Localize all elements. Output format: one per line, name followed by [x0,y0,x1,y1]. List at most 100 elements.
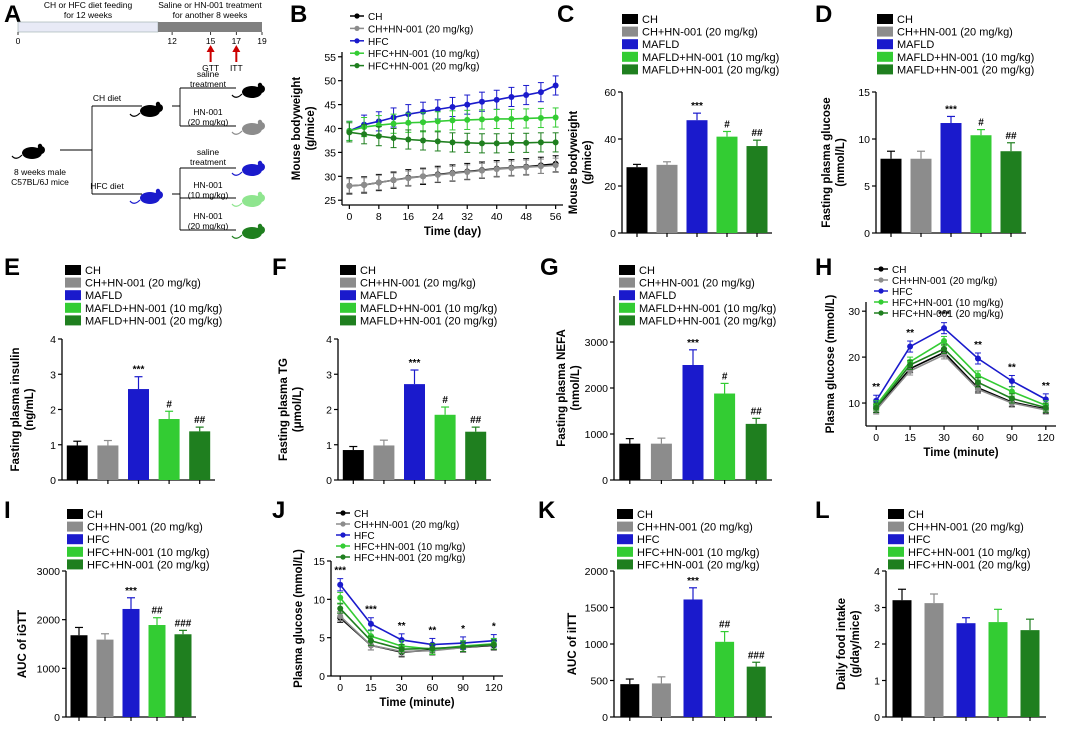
bar [342,450,364,480]
legend-entry: CH [637,509,653,521]
data-point [523,164,530,171]
significance-mark: *** [687,338,699,349]
label: treatment [190,79,227,89]
data-point [367,637,374,644]
legend-entry: CH [368,12,382,23]
significance-mark: *** [365,605,377,616]
label: (10 mg/kg) [188,190,229,200]
data-point [1042,404,1049,411]
legend-entry: MAFLD [85,290,122,302]
x-tick-label: 15 [365,682,377,694]
y-tick-label: 1500 [585,603,609,615]
tree-branch [60,105,142,195]
significance-mark: # [724,119,730,130]
y-tick-label: 2000 [585,383,609,395]
data-point [361,181,368,188]
y-tick-label: 3000 [585,337,609,349]
legend-swatch [622,51,638,62]
data-point [974,386,981,393]
y-tick-label: 0 [602,475,608,487]
data-point [493,140,500,147]
significance-mark: # [442,395,448,406]
mouse-head [257,226,265,234]
legend-entry: HFC+HN-001 (10 mg/kg) [637,547,760,559]
legend-entry: CH [354,509,368,520]
mouse-ear [155,101,161,107]
data-point [493,166,500,173]
significance-mark: * [461,624,465,635]
y-axis-label-line: Fasting plasma glucose [821,97,833,227]
legend-marker [340,554,346,560]
panel-letter: G [540,254,559,281]
schedule-tick-label: 0 [16,36,21,46]
legend-entry: HFC [908,534,931,546]
legend-marker [340,510,346,516]
data-point [1008,395,1015,402]
y-tick-label: 2 [50,405,56,417]
data-point [508,165,515,172]
legend-swatch [888,521,904,532]
legend-entry: HFC+HN-001 (10 mg/kg) [354,542,465,553]
panel-letter: L [815,497,830,524]
panel-letter: F [272,254,287,281]
y-axis-label-line: AUC of iGTT [17,610,29,678]
tree-branch [172,167,236,231]
bar [189,431,211,480]
bar [122,608,140,717]
data-point [478,167,485,174]
series-line [339,607,494,650]
x-tick-label: 56 [550,211,562,223]
legend-entry: MAFLD+HN-001 (20 mg/kg) [897,64,1034,76]
x-tick-label: 0 [337,682,343,694]
series-line [339,584,494,646]
mouse-ear [257,223,263,229]
x-tick-label: 48 [520,211,532,223]
mouse-icon [231,160,265,176]
legend-swatch [340,315,356,326]
data-point [346,129,353,136]
significance-mark: ** [428,625,436,636]
x-tick-label: 24 [432,211,444,223]
bar [651,683,671,717]
legend-entry: CH+HN-001 (20 mg/kg) [87,522,203,534]
bar [465,431,487,480]
data-point [1008,377,1015,384]
legend-entry: CH [908,509,924,521]
legend-swatch [622,64,638,75]
y-axis-label-line: (μmol/L) [292,387,304,433]
legend-entry: CH [897,14,913,26]
legend-marker [340,521,346,527]
data-point [552,162,559,169]
data-point [420,137,427,144]
data-point [873,404,880,411]
legend-entry: HFC+HN-001 (20 mg/kg) [637,559,760,571]
legend-swatch [617,559,633,570]
x-tick-label: 40 [491,211,503,223]
legend-marker [354,25,360,31]
significance-mark: ## [151,606,163,617]
data-point [941,338,948,345]
legend-swatch [617,521,633,532]
legend-swatch [622,14,638,24]
legend-entry: CH+HN-001 (20 mg/kg) [354,520,459,531]
y-tick-label: 3000 [37,566,61,578]
legend-entry: CH [639,265,655,277]
data-point [464,169,471,176]
legend-entry: HFC+HN-001 (10 mg/kg) [368,49,479,60]
y-axis-label-line: Mouse bodyweight [568,111,580,215]
legend-swatch [877,64,893,75]
y-axis-label-line: Plasma glucose (mmol/L) [293,549,305,688]
data-point [449,139,456,146]
bar [746,146,768,233]
y-axis-label-line: Mouse bodyweight [291,77,303,181]
x-tick-label: 15 [904,432,916,444]
y-axis-label-line: Plasma glucose (mmol/L) [825,294,837,433]
legend-entry: CH+HN-001 (20 mg/kg) [908,522,1024,534]
significance-mark: ## [751,128,763,139]
y-tick-label: 0 [610,228,616,240]
legend-swatch [340,290,356,301]
schedule-bar-treatment [158,22,262,32]
legend-swatch [619,277,635,288]
data-point [907,361,914,368]
legend-swatch [619,290,635,301]
